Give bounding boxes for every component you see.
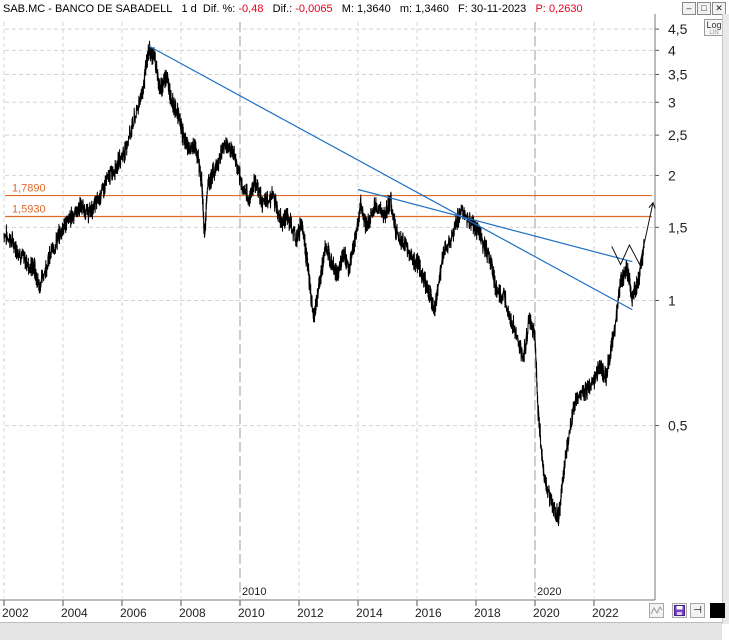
wave-icon [650,606,663,615]
x-tick-label: 2002 [2,606,29,620]
max-label: M: [341,3,354,15]
price-level-label: 1,7890 [12,183,46,195]
horizontal-scrollbar[interactable] [0,622,722,640]
dif-pct-value: -0,48 [238,3,264,15]
trendline [148,45,633,311]
wave-tool-button[interactable] [649,603,664,618]
x-tick-label: 2008 [179,606,206,620]
close-button[interactable]: ✕ [712,2,726,15]
date-value: 30-11-2023 [470,3,527,15]
chart-header: SAB.MC - BANCO DE SABADELL 1 d Dif. %: -… [0,0,583,18]
lin-scale-label: LIN [709,30,719,36]
x-tick-label: 2010 [238,606,265,620]
decade-marker-label: 2020 [537,586,561,598]
y-tick-label: 1,5 [668,219,688,235]
x-tick-label: 2012 [297,606,324,620]
pin-button[interactable]: ⊣ [690,603,705,618]
dif-value: -0,0065 [295,3,333,15]
period-label: 1 d [181,3,197,15]
log-scale-label: Log [706,20,722,30]
minimize-button[interactable]: – [682,2,696,15]
decade-marker-label: 2010 [242,586,266,598]
y-tick-label: 3,5 [668,66,688,82]
x-tick-label: 2014 [356,606,383,620]
projection-arrowhead [648,201,656,209]
save-button[interactable] [672,603,687,618]
floppy-icon [674,605,685,616]
y-tick-label: 0,5 [668,418,688,434]
y-tick-label: 2 [668,167,676,183]
y-tick-label: 3 [668,94,676,110]
y-tick-label: 4 [668,42,676,58]
min-label: m: [399,3,413,15]
symbol-name: SAB.MC - BANCO DE SABADELL [3,3,173,15]
max-value: 1,3640 [357,3,391,15]
trendline [357,188,633,263]
min-value: 1,3460 [415,3,449,15]
price-label: P: [535,3,546,15]
window-buttons: – □ ✕ [682,2,728,16]
chart-background [0,0,722,622]
y-tick-label: 4,5 [668,21,688,37]
y-tick-label: 2,5 [668,127,688,143]
x-tick-label: 2004 [61,606,88,620]
maximize-button[interactable]: □ [697,2,711,15]
date-label: F: [458,3,468,15]
y-tick-label: 1 [668,293,676,309]
x-tick-label: 2022 [592,606,619,620]
projection-path [611,202,654,267]
price-value: 0,2630 [548,3,583,15]
dif-pct-label: Dif. %: [202,3,236,15]
color-swatch-button[interactable] [710,603,725,618]
x-tick-label: 2006 [120,606,147,620]
price-line [3,40,645,527]
x-tick-label: 2020 [533,606,560,620]
x-tick-label: 2018 [474,606,501,620]
vertical-scrollbar[interactable] [722,14,729,624]
price-level-label: 1,5930 [12,203,46,215]
dif-label: Dif.: [272,3,293,15]
log-scale-button[interactable]: Log LIN [704,19,724,36]
x-tick-label: 2016 [415,606,442,620]
